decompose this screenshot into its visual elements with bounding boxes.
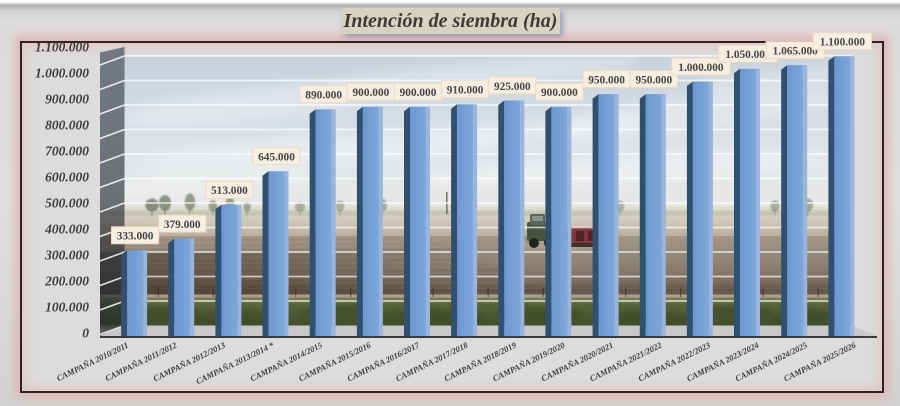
svg-text:900.000: 900.000 — [541, 87, 578, 99]
svg-text:900.000: 900.000 — [353, 87, 390, 99]
svg-text:379.000: 379.000 — [164, 219, 201, 231]
svg-text:1.100.000: 1.100.000 — [35, 40, 89, 55]
svg-text:1.050.000: 1.050.000 — [725, 49, 771, 61]
svg-text:200.000: 200.000 — [44, 274, 89, 289]
svg-text:1.000.000: 1.000.000 — [35, 66, 89, 81]
svg-text:900.000: 900.000 — [400, 87, 437, 99]
svg-text:900.000: 900.000 — [45, 92, 89, 107]
svg-text:800.000: 800.000 — [45, 118, 89, 133]
svg-text:400.000: 400.000 — [44, 222, 89, 237]
svg-text:950.000: 950.000 — [635, 74, 672, 86]
svg-text:645.000: 645.000 — [258, 152, 295, 164]
svg-text:925.000: 925.000 — [494, 81, 531, 93]
svg-text:950.000: 950.000 — [588, 74, 625, 86]
svg-text:500.000: 500.000 — [45, 196, 89, 211]
svg-text:1.065.000: 1.065.000 — [773, 45, 819, 57]
svg-text:0: 0 — [82, 326, 89, 341]
svg-text:910.000: 910.000 — [447, 85, 484, 97]
svg-text:513.000: 513.000 — [211, 185, 248, 197]
svg-text:890.000: 890.000 — [305, 90, 342, 102]
svg-text:700.000: 700.000 — [45, 144, 89, 159]
svg-text:100.000: 100.000 — [45, 300, 89, 315]
svg-text:333.000: 333.000 — [117, 231, 154, 243]
svg-text:600.000: 600.000 — [45, 170, 89, 185]
svg-text:1.000.000: 1.000.000 — [678, 62, 724, 74]
svg-text:1.100.000: 1.100.000 — [820, 37, 866, 49]
svg-text:300.000: 300.000 — [44, 248, 89, 263]
